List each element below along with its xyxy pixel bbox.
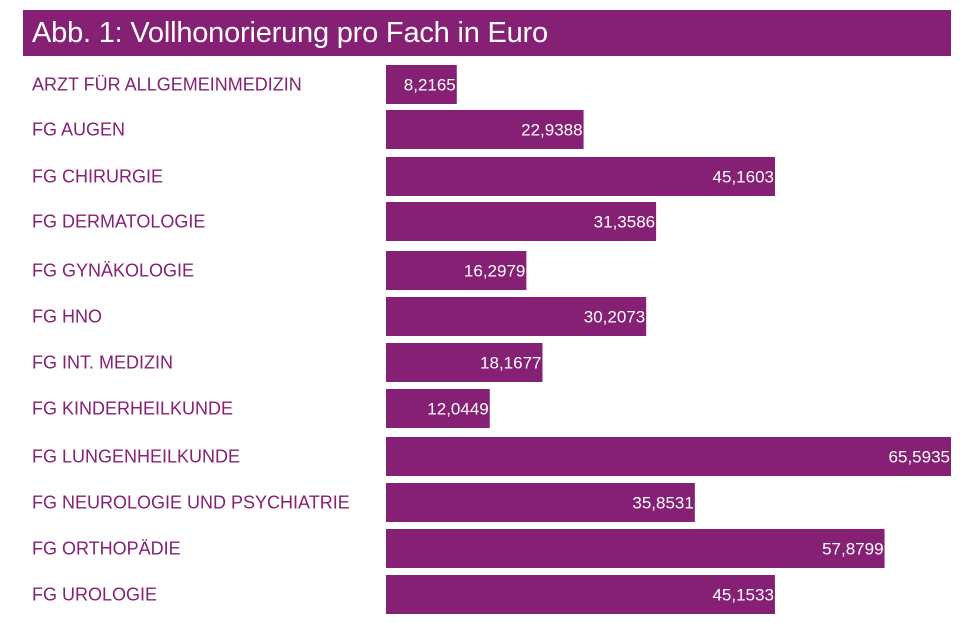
- category-label: FG ORTHOPÄDIE: [32, 539, 181, 559]
- category-label: FG GYNÄKOLOGIE: [32, 261, 194, 281]
- value-label: 16,2979: [464, 262, 525, 281]
- value-label: 45,1533: [712, 586, 773, 605]
- category-label: FG DERMATOLOGIE: [32, 212, 205, 232]
- bar: [386, 251, 527, 290]
- bar: [386, 343, 543, 382]
- bar: [386, 389, 490, 428]
- chart-title-bar: Abb. 1: Vollhonorierung pro Fach in Euro: [23, 10, 951, 56]
- value-label: 65,5935: [889, 448, 950, 467]
- value-label: 8,2165: [404, 76, 456, 95]
- category-label: FG HNO: [32, 307, 102, 327]
- category-label: FG NEUROLOGIE UND PSYCHIATRIE: [32, 493, 350, 513]
- value-label: 57,8799: [822, 540, 883, 559]
- value-label: 31,3586: [594, 213, 655, 232]
- value-label: 30,2073: [584, 308, 645, 327]
- value-label: 18,1677: [480, 354, 541, 373]
- chart-title: Abb. 1: Vollhonorierung pro Fach in Euro: [32, 16, 548, 49]
- bar: [386, 575, 775, 614]
- category-label: FG CHIRURGIE: [32, 167, 163, 187]
- value-label: 45,1603: [713, 168, 774, 187]
- value-label: 12,0449: [427, 400, 488, 419]
- bar: [386, 65, 457, 104]
- bar: [386, 157, 775, 196]
- bar: [386, 202, 657, 241]
- category-label: FG AUGEN: [32, 120, 125, 140]
- category-label: FG UROLOGIE: [32, 585, 157, 605]
- value-label: 35,8531: [632, 494, 693, 513]
- category-label: FG KINDERHEILKUNDE: [32, 399, 233, 419]
- bar: [386, 110, 584, 149]
- category-label: ARZT FÜR ALLGEMEINMEDIZIN: [32, 75, 302, 95]
- category-label: FG LUNGENHEILKUNDE: [32, 447, 240, 467]
- bar: [386, 297, 647, 336]
- category-label: FG INT. MEDIZIN: [32, 353, 173, 373]
- bar: [386, 483, 695, 522]
- value-label: 22,9388: [521, 121, 582, 140]
- bar: [386, 437, 951, 476]
- bar: [386, 529, 885, 568]
